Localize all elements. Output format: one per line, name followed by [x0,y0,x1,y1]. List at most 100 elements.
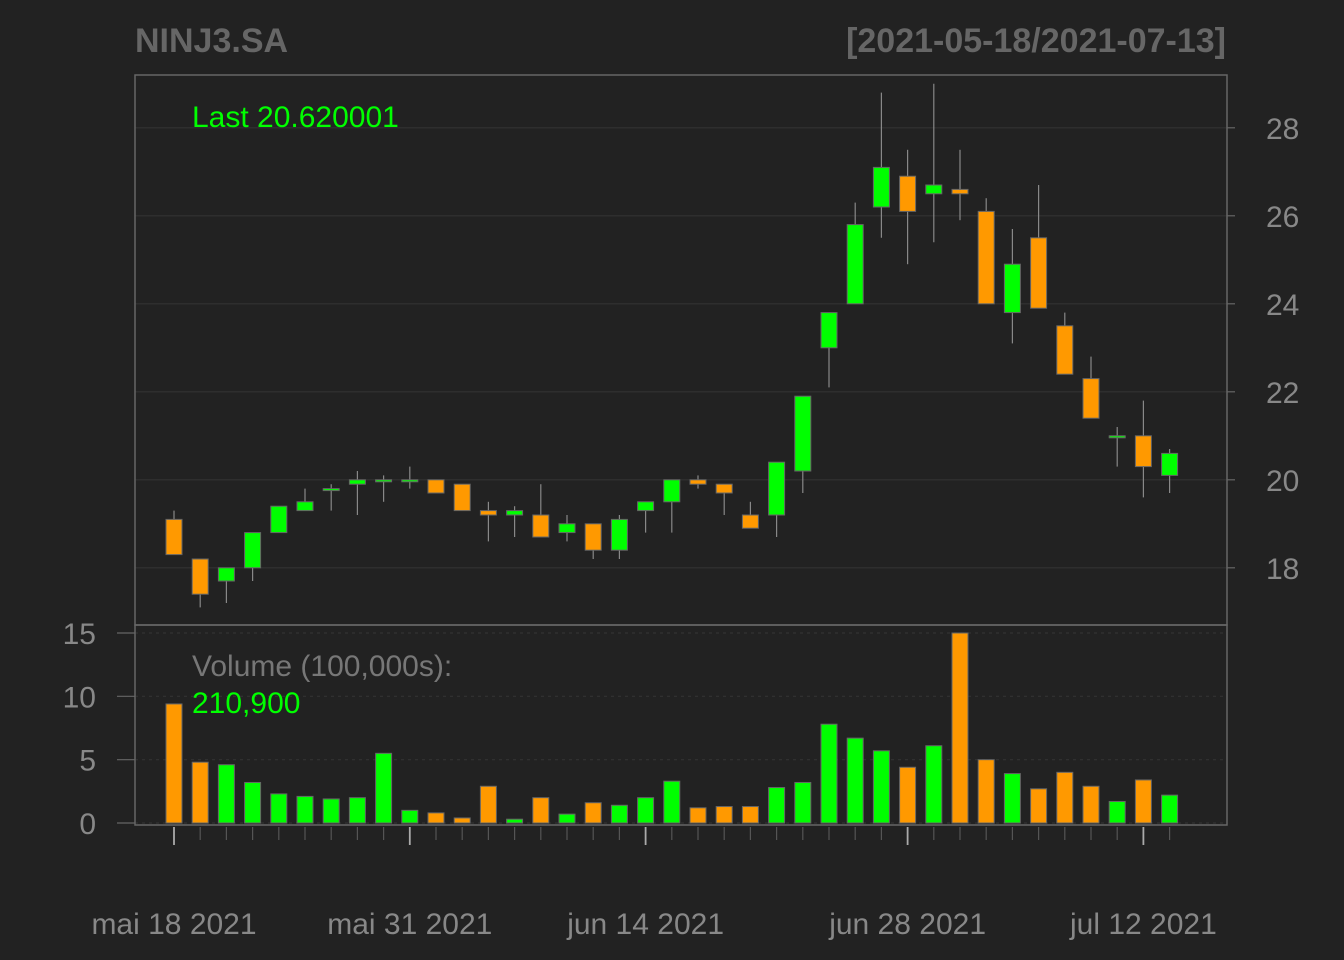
volume-bar [375,752,393,824]
candle-body [925,184,943,195]
candle [1082,356,1100,419]
volume-tick-label: 10 [63,681,96,714]
candle [453,483,471,512]
volume-axis: 0 5 10 15 [63,618,135,841]
candle [584,523,602,559]
candle-body [637,501,655,512]
volume-bar [663,780,681,824]
candle-body [584,523,602,551]
candle [1108,427,1126,467]
volume-bar [925,745,943,824]
candle-body [741,514,759,529]
volume-last-value: 210,900 [192,687,300,720]
candle [558,515,576,542]
candle-body [322,488,340,492]
candle [925,83,943,243]
volume-bar [951,632,969,824]
volume-bar [453,817,471,824]
volume-bar [1108,800,1126,824]
candle-body [820,312,838,349]
price-tick-label: 24 [1266,289,1299,322]
candle [951,149,969,221]
price-gridlines [135,127,1227,569]
volume-bar [768,787,786,824]
volume-bar [558,813,576,824]
candle [715,483,733,515]
volume-bar [348,797,366,824]
candle-body [165,518,183,556]
volume-bar [977,759,995,824]
volume-bar [610,804,628,824]
candle-body [1134,435,1152,468]
x-tick-label: jun 28 2021 [828,908,986,941]
candle [375,475,393,502]
candle [191,558,209,608]
candle [899,149,917,265]
volume-tick-label: 5 [79,745,96,778]
volume-bar [794,781,812,824]
candle-body [951,188,969,195]
candle [427,479,445,494]
volume-bar [584,802,602,824]
volume-bar [1056,771,1074,824]
candle [165,510,183,556]
candle [1161,449,1179,493]
candle-body [794,395,812,472]
candle [610,515,628,559]
candle-body [768,461,786,516]
volume-tick-label: 0 [79,808,96,841]
candle-body [401,479,419,483]
volume-bar [820,723,838,824]
volume-bar [165,703,183,824]
volume-bar [217,764,235,824]
candle [1134,400,1152,498]
price-tick-label: 28 [1266,113,1299,146]
candle-body [846,224,864,305]
candle [296,488,314,512]
volume-bar [846,737,864,824]
candle [689,475,707,489]
candle [479,501,497,542]
ticker-title: NINJ3.SA [135,22,288,60]
volume-bar [1134,779,1152,824]
candle [663,479,681,533]
price-axis: 18 20 22 24 26 28 [1227,113,1299,586]
volume-tick-label: 15 [63,618,96,651]
x-tick-label: jul 12 2021 [1069,908,1217,941]
volume-bar [872,750,890,824]
volume-bar [296,795,314,824]
x-tick-label: mai 18 2021 [91,908,256,941]
volume-bar [1161,794,1179,824]
candle [1056,312,1074,375]
price-tick-label: 20 [1266,465,1299,498]
volume-bar [479,785,497,824]
candle [322,484,340,511]
price-tick-label: 26 [1266,201,1299,234]
x-tick-label: mai 31 2021 [327,908,492,941]
candle-body [899,175,917,212]
candle [768,461,786,537]
candle-body [191,558,209,595]
x-tick-label: jun 14 2021 [566,908,724,941]
candle-body [296,501,314,512]
candle-body [1003,263,1021,314]
volume-bar [899,766,917,824]
candle-body [1056,325,1074,375]
candle-body [479,510,497,516]
candles-layer [165,83,1179,608]
candle-body [1161,452,1179,476]
volume-bar [741,806,759,824]
volume-bar [1082,785,1100,824]
candle-body [715,483,733,494]
candle [794,395,812,493]
candle [846,202,864,305]
candle [401,466,419,489]
candle [270,505,288,534]
price-tick-label: 18 [1266,553,1299,586]
candle [506,506,524,537]
date-range-title: [2021-05-18/2021-07-13] [846,22,1226,60]
volume-bar [715,806,733,824]
volume-bar [244,781,262,824]
candle-body [348,479,366,485]
